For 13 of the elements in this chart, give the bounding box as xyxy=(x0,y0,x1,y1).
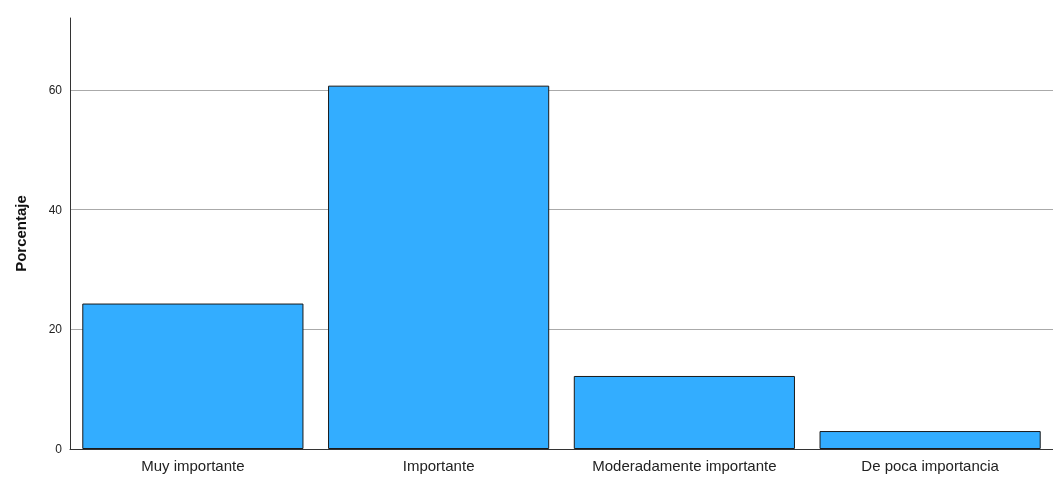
y-axis-title: Porcentaje xyxy=(12,195,29,272)
x-tick-label: Muy importante xyxy=(141,456,245,474)
x-tick-label: De poca importancia xyxy=(861,456,1000,474)
y-tick-label: 0 xyxy=(55,442,63,456)
bar xyxy=(82,303,304,449)
bar xyxy=(819,431,1041,449)
y-tick-label: 20 xyxy=(48,322,63,337)
bar xyxy=(328,85,550,449)
x-tick-label: Importante xyxy=(402,456,475,474)
y-tick-label: 60 xyxy=(48,82,63,97)
x-tick-label: Moderadamente importante xyxy=(592,456,777,474)
y-tick-label: 40 xyxy=(48,202,63,217)
bar xyxy=(573,375,795,449)
